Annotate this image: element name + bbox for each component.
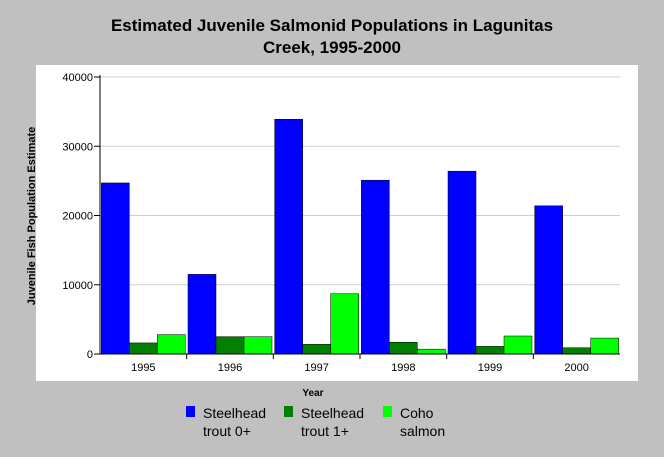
bar-steelhead-trout-1 — [129, 342, 158, 355]
bar-steelhead-trout-0 — [187, 274, 217, 355]
x-tick-label: 1997 — [304, 362, 328, 374]
y-axis-title: Juvenile Fish Population Estimate — [26, 127, 38, 305]
bar-steelhead-trout-1 — [302, 344, 331, 355]
y-tick-label: 20000 — [62, 211, 93, 223]
bar-steelhead-trout-0 — [101, 182, 130, 355]
bar-steelhead-trout-1 — [215, 336, 245, 355]
bar-steelhead-trout-0 — [361, 179, 390, 355]
legend-label: trout 0+ — [203, 423, 251, 439]
legend-label: Steelhead — [301, 405, 365, 421]
grid-lines — [100, 76, 620, 286]
y-tick-label: 30000 — [62, 141, 93, 153]
x-tick-label: 1996 — [218, 362, 242, 374]
bar-steelhead-trout-1 — [475, 346, 505, 355]
bar-coho-salmon — [330, 293, 359, 355]
bar-steelhead-trout-0 — [274, 118, 303, 355]
bar-coho-salmon — [157, 334, 186, 355]
x-tick-label: 1999 — [478, 362, 502, 374]
axes: 0 10000 20000 30000 40000 1995 1996 1997 1998 199… — [62, 72, 620, 374]
legend-swatch — [383, 406, 392, 417]
bar-steelhead-trout-0 — [447, 170, 477, 355]
x-tick-label: 1998 — [391, 362, 415, 374]
legend-label: trout 1+ — [301, 423, 349, 439]
bar-steelhead-trout-1 — [562, 347, 591, 355]
y-tick-label: 40000 — [62, 72, 93, 84]
bar-coho-salmon — [590, 337, 619, 355]
x-axis-title: Year — [302, 388, 323, 399]
x-tick-label: 1995 — [131, 362, 155, 374]
bar-steelhead-trout-0 — [534, 205, 563, 355]
legend-label: salmon — [400, 423, 446, 439]
bar-coho-salmon — [503, 335, 533, 355]
bar-coho-salmon — [417, 348, 446, 355]
bar-coho-salmon — [243, 336, 273, 355]
legend-swatch — [284, 406, 293, 417]
bars — [101, 118, 619, 355]
bar-steelhead-trout-1 — [389, 341, 418, 355]
y-tick-label: 0 — [87, 349, 93, 361]
legend-label: Steelhead — [203, 405, 267, 421]
chart-title-line-2: Creek, 1995-2000 — [262, 38, 401, 57]
legend-swatch — [186, 406, 195, 417]
x-tick-label: 2000 — [564, 362, 588, 374]
chart-title-line-1: Estimated Juvenile Salmonid Populations … — [110, 16, 554, 35]
legend-label: Coho — [400, 405, 434, 421]
y-tick-label: 10000 — [62, 280, 93, 292]
